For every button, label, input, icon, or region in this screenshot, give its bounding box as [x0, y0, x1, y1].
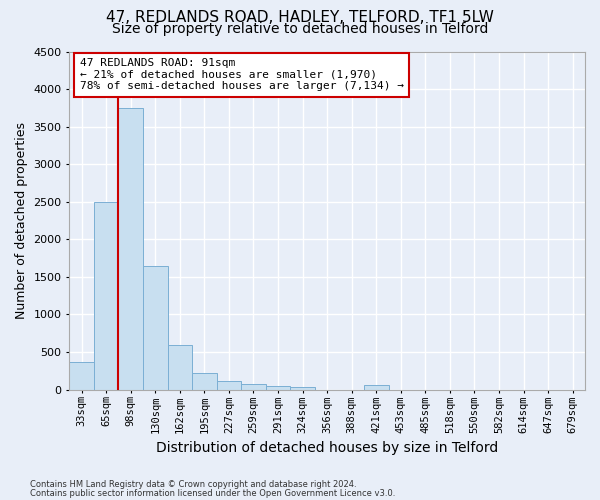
Y-axis label: Number of detached properties: Number of detached properties	[15, 122, 28, 319]
Bar	[290, 386, 315, 390]
Bar	[364, 384, 389, 390]
Bar	[94, 202, 118, 390]
Text: 47 REDLANDS ROAD: 91sqm
← 21% of detached houses are smaller (1,970)
78% of semi: 47 REDLANDS ROAD: 91sqm ← 21% of detache…	[80, 58, 404, 92]
Text: 47, REDLANDS ROAD, HADLEY, TELFORD, TF1 5LW: 47, REDLANDS ROAD, HADLEY, TELFORD, TF1 …	[106, 10, 494, 25]
Text: Contains HM Land Registry data © Crown copyright and database right 2024.: Contains HM Land Registry data © Crown c…	[30, 480, 356, 489]
Text: Contains public sector information licensed under the Open Government Licence v3: Contains public sector information licen…	[30, 489, 395, 498]
Bar	[217, 382, 241, 390]
X-axis label: Distribution of detached houses by size in Telford: Distribution of detached houses by size …	[156, 441, 498, 455]
Bar	[241, 384, 266, 390]
Bar	[118, 108, 143, 390]
Bar	[266, 386, 290, 390]
Bar	[192, 372, 217, 390]
Bar	[143, 266, 167, 390]
Text: Size of property relative to detached houses in Telford: Size of property relative to detached ho…	[112, 22, 488, 36]
Bar	[70, 362, 94, 390]
Bar	[167, 346, 192, 390]
